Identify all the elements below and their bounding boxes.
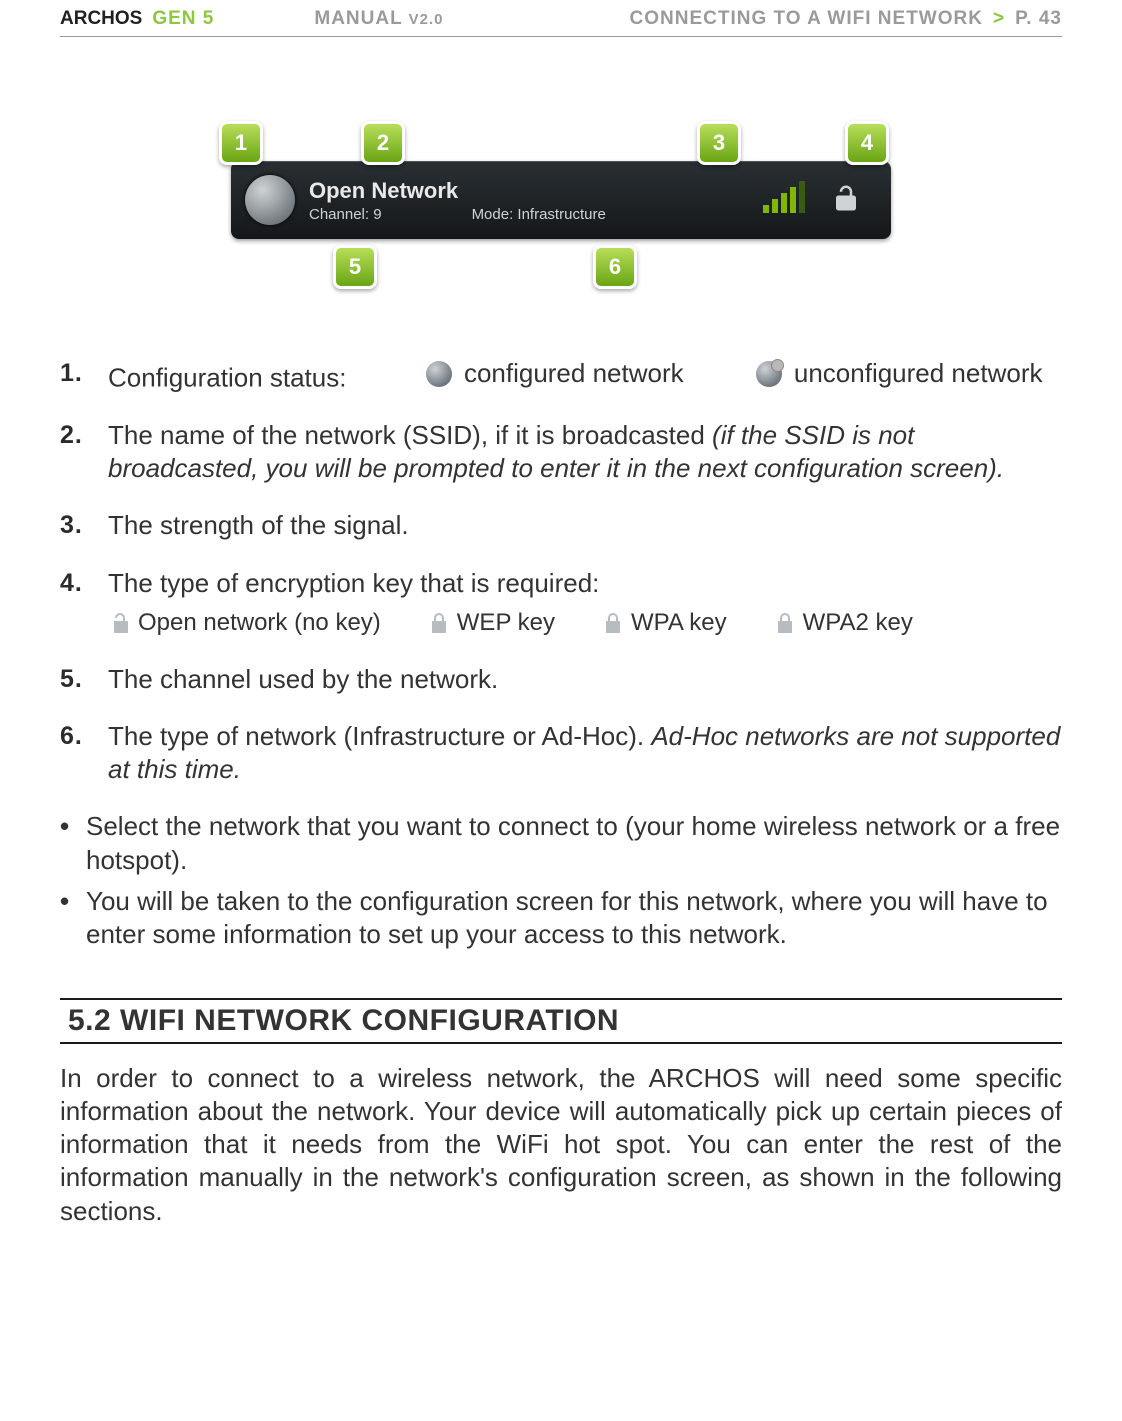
config-status-label: Configuration status:	[108, 363, 346, 393]
manual-label: MANUAL V2.0	[314, 8, 443, 30]
step-text: The name of the network (SSID), if it is…	[108, 419, 1062, 486]
bullet-text: Select the network that you want to conn…	[86, 810, 1062, 877]
manual-text: MANUAL	[314, 8, 402, 29]
step-number: 6.	[60, 720, 94, 787]
step-text: The type of network (Infrastructure or A…	[108, 720, 1062, 787]
globe-unconfigured-icon	[756, 361, 782, 387]
callout-badge-1: 1	[219, 121, 263, 165]
step-number: 1.	[60, 357, 94, 395]
globe-configured-icon	[426, 361, 452, 387]
callout-badge-5: 5	[333, 245, 377, 289]
network-type-text: The type of network (Infrastructure or A…	[108, 721, 651, 751]
key-wep-label: WEP key	[457, 608, 555, 639]
step-text: The type of encryption key that is requi…	[108, 567, 1062, 639]
configured-label: configured network	[464, 357, 684, 390]
callout-badge-2: 2	[361, 121, 405, 165]
page-header: ARCHOS GEN 5 MANUAL V2.0 CONNECTING TO A…	[60, 0, 1062, 34]
lock-wep-icon	[427, 611, 451, 635]
mode-label: Mode: Infrastructure	[472, 206, 606, 223]
key-wpa2-label: WPA2 key	[803, 608, 913, 639]
gen-label: GEN 5	[152, 8, 214, 30]
ssid-text: The name of the network (SSID), if it is…	[108, 420, 712, 450]
unlock-icon	[831, 183, 861, 213]
lock-wpa-icon	[601, 611, 625, 635]
step-number: 2.	[60, 419, 94, 486]
step-text: The channel used by the network.	[108, 663, 1062, 696]
callout-badge-6: 6	[593, 245, 637, 289]
brand-logo: ARCHOS	[60, 8, 142, 30]
bullet-text: You will be taken to the configuration s…	[86, 885, 1062, 952]
unconfigured-label: unconfigured network	[794, 357, 1043, 390]
section-paragraph: In order to connect to a wireless networ…	[60, 1062, 1062, 1228]
page-number: P. 43	[1015, 8, 1062, 30]
encryption-text: The type of encryption key that is requi…	[108, 568, 599, 598]
chevron-right-icon: >	[993, 8, 1005, 30]
step-number: 4.	[60, 567, 94, 639]
manual-version: V2.0	[409, 11, 444, 28]
step-text: Configuration status: configured network…	[108, 357, 1062, 395]
header-divider	[60, 36, 1062, 37]
globe-icon	[245, 175, 295, 225]
lock-wpa2-icon	[773, 611, 797, 635]
lock-open-icon	[108, 611, 132, 635]
step-number: 5.	[60, 663, 94, 696]
key-open-label: Open network (no key)	[138, 608, 381, 639]
breadcrumb: CONNECTING TO A WIFI NETWORK	[630, 8, 983, 30]
channel-label: Channel: 9	[309, 206, 382, 223]
network-title: Open Network	[309, 178, 606, 204]
callout-badge-4: 4	[845, 121, 889, 165]
network-illustration: Open Network Channel: 9 Mode: Infrastruc…	[60, 117, 1062, 287]
step-number: 3.	[60, 509, 94, 542]
instruction-bullets: Select the network that you want to conn…	[60, 810, 1062, 951]
key-wpa-label: WPA key	[631, 608, 727, 639]
callout-list: 1. Configuration status: configured netw…	[60, 357, 1062, 786]
step-text: The strength of the signal.	[108, 509, 1062, 542]
callout-badge-3: 3	[697, 121, 741, 165]
signal-icon	[763, 181, 805, 213]
section-heading: 5.2 WiFi Network Configuration	[60, 998, 1062, 1044]
